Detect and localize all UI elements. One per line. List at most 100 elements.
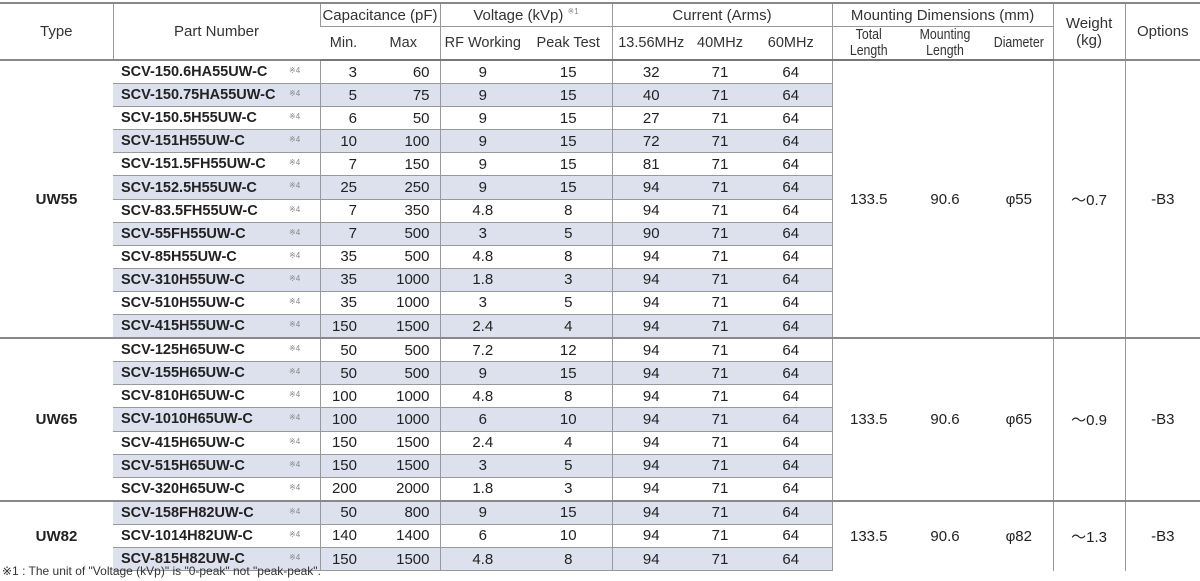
current-13-56mhz: 94	[611, 430, 691, 455]
note-mark: ※4	[289, 413, 301, 423]
cap-max: 150	[367, 152, 440, 176]
cap-min: 50	[319, 337, 367, 362]
part-number-text: SCV-1010H65UW-C	[121, 411, 253, 428]
note-mark: ※4	[289, 344, 301, 354]
cap-max: 500	[367, 244, 440, 269]
current-60mhz: 64	[750, 221, 833, 246]
table-row: SCV-810H65UW-C ※4 100 1000 4.8 8 94 71 64	[0, 384, 1200, 408]
peak-test: 15	[525, 83, 613, 107]
current-60mhz: 64	[750, 59, 833, 84]
rf-working: 2.4	[439, 314, 525, 339]
current-40mhz: 71	[690, 175, 751, 200]
current-40mhz: 71	[690, 476, 751, 501]
note-mark: ※4	[289, 204, 301, 214]
current-40mhz: 71	[690, 267, 751, 292]
current-40mhz: 71	[690, 129, 751, 153]
current-13-56mhz: 72	[611, 129, 691, 153]
cap-max: 1500	[367, 546, 440, 572]
current-13-56mhz: 94	[611, 244, 691, 269]
peak-test: 8	[525, 546, 613, 572]
current-13-56mhz: 94	[611, 290, 691, 315]
total-length: 133.5	[831, 58, 906, 339]
cap-max: 60	[367, 59, 440, 84]
current-40mhz: 71	[690, 152, 751, 176]
rf-working: 9	[439, 361, 525, 385]
type-cell: UW82	[0, 499, 113, 571]
part-number-text: SCV-155H65UW-C	[121, 365, 245, 382]
header-cap-min: Min.	[320, 26, 367, 61]
peak-test: 15	[525, 499, 613, 525]
cap-max: 50	[367, 106, 440, 130]
mounting-length: 90.6	[905, 499, 986, 571]
part-number: SCV-1010H65UW-C ※4	[113, 407, 320, 431]
peak-test: 8	[525, 244, 613, 269]
current-13-56mhz: 32	[611, 59, 691, 84]
part-number: SCV-415H55UW-C ※4	[113, 314, 320, 339]
peak-test: 15	[525, 106, 613, 130]
current-40mhz: 71	[690, 314, 751, 339]
current-40mhz: 71	[690, 499, 751, 525]
rf-working: 9	[439, 499, 525, 525]
table-row: SCV-151H55UW-C ※4 10 100 9 15 72 71 64	[0, 129, 1200, 153]
header-current: Current (Arms)	[611, 2, 833, 27]
note-mark: ※4	[289, 436, 301, 446]
cap-min: 150	[319, 314, 367, 339]
rf-working: 6	[439, 407, 525, 431]
peak-test: 10	[525, 407, 613, 431]
current-13-56mhz: 94	[611, 407, 691, 431]
cap-max: 75	[367, 83, 440, 107]
note-mark: ※4	[289, 158, 301, 168]
cap-max: 100	[367, 129, 440, 153]
part-number-text: SCV-515H65UW-C	[121, 457, 245, 474]
rf-working: 9	[439, 83, 525, 107]
table-row: SCV-83.5FH55UW-C ※4 7 350 4.8 8 94 71 64	[0, 198, 1200, 223]
current-13-56mhz: 40	[611, 83, 691, 107]
note-mark: ※4	[289, 296, 301, 306]
note-mark: ※4	[289, 367, 301, 377]
cap-max: 1000	[367, 407, 440, 431]
note-mark: ※4	[289, 112, 301, 122]
part-number-text: SCV-150.5H55UW-C	[121, 110, 257, 127]
note-mark: ※4	[289, 552, 301, 562]
current-40mhz: 71	[690, 244, 751, 269]
table-row: SCV-85H55UW-C ※4 35 500 4.8 8 94 71 64	[0, 244, 1200, 269]
header-60mhz: 60MHz	[750, 26, 833, 61]
peak-test: 3	[525, 267, 613, 292]
part-number: SCV-150.5H55UW-C ※4	[113, 106, 320, 130]
peak-test: 4	[525, 314, 613, 339]
cap-max: 1500	[367, 314, 440, 339]
part-number: SCV-83.5FH55UW-C ※4	[113, 198, 320, 223]
rf-working: 3	[439, 290, 525, 315]
total-length: 133.5	[831, 499, 906, 571]
cap-min: 100	[319, 407, 367, 431]
part-number: SCV-155H65UW-C ※4	[113, 361, 320, 385]
cap-min: 35	[319, 244, 367, 269]
cap-min: 35	[319, 290, 367, 315]
current-60mhz: 64	[750, 152, 833, 176]
current-60mhz: 64	[750, 129, 833, 153]
cap-max: 350	[367, 198, 440, 223]
table-row: SCV-415H55UW-C ※4 150 1500 2.4 4 94 71 64	[0, 314, 1200, 339]
note-mark: ※4	[289, 227, 301, 237]
current-40mhz: 71	[690, 384, 751, 408]
part-number-text: SCV-415H65UW-C	[121, 434, 245, 451]
header-total-length: Total Length	[837, 26, 900, 61]
header-mounting-length: Mounting Length	[911, 26, 980, 61]
table-row: SCV-415H65UW-C ※4 150 1500 2.4 4 94 71 64	[0, 430, 1200, 455]
current-13-56mhz: 94	[611, 337, 691, 362]
note-mark: ※4	[289, 66, 301, 75]
cap-max: 250	[367, 175, 440, 200]
part-number: SCV-1014H82UW-C ※4	[113, 523, 320, 548]
cap-min: 3	[319, 59, 367, 84]
current-40mhz: 71	[690, 83, 751, 107]
rf-working: 9	[439, 152, 525, 176]
header-capacitance: Capacitance (pF)	[319, 2, 440, 27]
rf-working: 4.8	[439, 244, 525, 269]
current-13-56mhz: 27	[611, 106, 691, 130]
cap-max: 1400	[367, 523, 440, 548]
part-number-text: SCV-320H65UW-C	[121, 480, 245, 497]
note-mark: ※4	[289, 250, 301, 260]
current-40mhz: 71	[690, 290, 751, 315]
current-40mhz: 71	[690, 453, 751, 478]
part-number: SCV-810H65UW-C ※4	[113, 384, 320, 408]
